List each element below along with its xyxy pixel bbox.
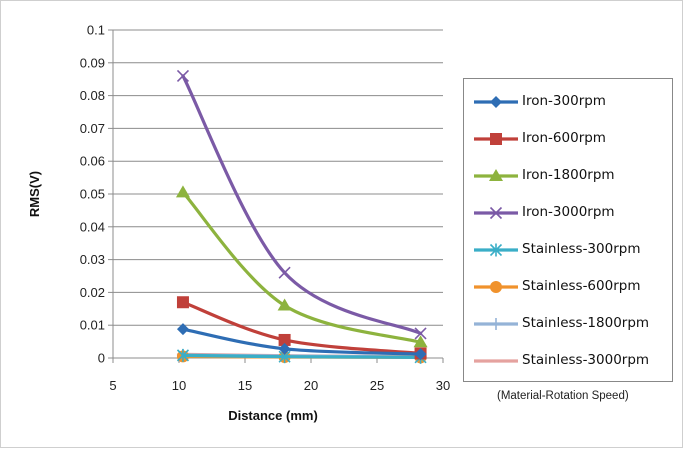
gridlines <box>113 29 443 326</box>
legend-marker <box>490 96 502 108</box>
legend-item: Stainless-1800rpm <box>464 309 672 339</box>
y-tick-label: 0.09 <box>80 55 105 70</box>
legend-label: Iron-600rpm <box>522 130 606 146</box>
legend-item: Iron-300rpm <box>464 87 672 117</box>
legend-item: Iron-600rpm <box>464 124 672 154</box>
legend-marker <box>490 318 502 330</box>
y-tick-label: 0.04 <box>80 219 105 234</box>
y-tick-label: 0.07 <box>80 121 105 136</box>
legend-label: Iron-300rpm <box>522 93 606 109</box>
legend-label: Stainless-300rpm <box>522 241 641 257</box>
x-tick-label: 20 <box>304 378 318 393</box>
data-point <box>175 185 190 198</box>
series-line <box>181 74 423 335</box>
series-line <box>181 300 423 356</box>
legend-swatch <box>474 96 518 108</box>
legend-label: Stainless-1800rpm <box>522 315 650 331</box>
legend-swatch <box>474 206 518 220</box>
axes: 0 0.01 0.02 0.03 0.04 0.05 0.06 0.07 0.08 0.09 0.1… <box>80 23 451 394</box>
data-point <box>176 348 190 362</box>
series-line <box>181 190 423 344</box>
x-tick-label: 30 <box>436 378 450 393</box>
legend-caption: (Material-Rotation Speed) <box>497 390 629 402</box>
legend-label: Stainless-600rpm <box>522 278 641 294</box>
y-tick-label: 0.06 <box>80 154 105 169</box>
legend-item: Stainless-3000rpm <box>464 346 672 376</box>
legend-swatch <box>474 133 518 145</box>
legend-marker <box>490 281 502 293</box>
data-point <box>278 333 291 346</box>
data-point <box>278 266 291 279</box>
data-point <box>413 335 428 348</box>
legend-marker <box>489 169 503 181</box>
y-tick-label: 0.08 <box>80 88 105 103</box>
legend-label: Iron-3000rpm <box>522 204 615 220</box>
data-point <box>176 296 189 309</box>
legend-marker <box>489 243 503 257</box>
legend-swatch <box>474 243 518 257</box>
legend-marker <box>490 133 502 145</box>
data-point <box>176 69 190 82</box>
legend-swatch <box>474 281 518 293</box>
legend-marker <box>489 206 503 220</box>
x-tick-label: 5 <box>109 378 116 393</box>
y-tick-label: 0.05 <box>80 187 105 202</box>
x-tick-label: 10 <box>172 378 186 393</box>
data-point <box>277 298 292 311</box>
data-point <box>278 342 291 355</box>
x-tick-label: 25 <box>370 378 384 393</box>
y-tick-label: 0.01 <box>80 318 105 333</box>
legend-item: Iron-3000rpm <box>464 198 672 228</box>
legend-item: Iron-1800rpm <box>464 161 672 191</box>
y-tick-label: 0 <box>98 351 105 366</box>
data-point <box>176 323 189 336</box>
y-tick-label: 0.1 <box>87 23 105 38</box>
legend-label: Iron-1800rpm <box>522 167 615 183</box>
legend-swatch <box>474 169 518 181</box>
series-iron-300rpm <box>176 323 427 361</box>
x-axis-title: Distance (mm) <box>228 408 318 423</box>
y-tick-label: 0.02 <box>80 285 105 300</box>
y-tick-label: 0.03 <box>80 252 105 267</box>
data-point <box>414 348 427 361</box>
legend-item: Stainless-300rpm <box>464 235 672 265</box>
legend-label: Stainless-3000rpm <box>522 352 650 368</box>
series-iron-3000rpm <box>176 69 427 340</box>
legend-swatch <box>474 359 518 363</box>
legend: Iron-300rpm Iron-600rpm Iron-1800rpm Iron-3… <box>463 78 673 382</box>
data-point <box>414 327 427 340</box>
legend-swatch <box>474 318 518 330</box>
series-group <box>175 69 428 364</box>
x-tick-label: 15 <box>238 378 252 393</box>
y-axis-title: RMS(V) <box>27 171 42 217</box>
series-line <box>181 353 423 359</box>
legend-item: Stainless-600rpm <box>464 272 672 302</box>
series-iron-1800rpm <box>175 185 428 348</box>
